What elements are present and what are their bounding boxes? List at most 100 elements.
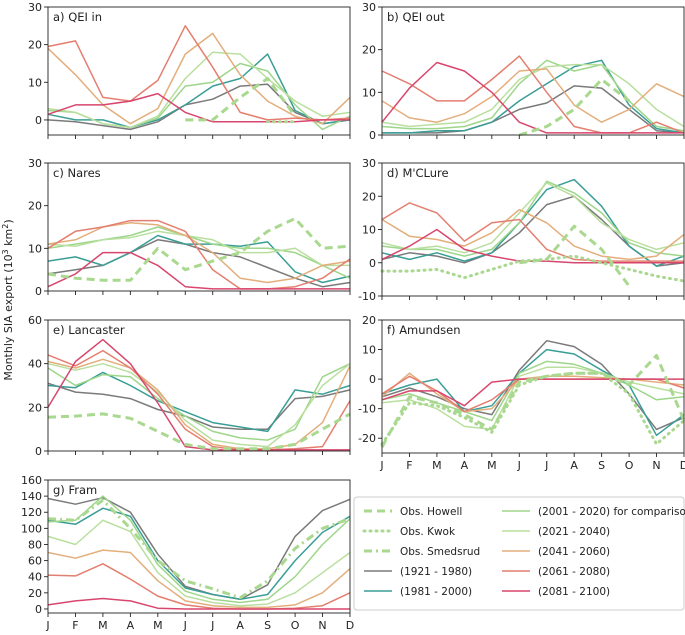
legend-label: (2061 - 2080) [538,566,610,578]
axes-frame-f [381,319,685,454]
series-c-7 [47,217,351,282]
legend-label: Obs. Kwok [400,526,456,538]
ytick-label: 30 [28,157,42,170]
series-a-1 [47,53,351,129]
xtick-label: J [183,619,187,632]
ytick-label: 20 [28,587,42,600]
xtick-label: O [291,619,300,632]
legend-label: (2001 - 2020) for comparison [538,506,685,518]
axes-frame-d [381,162,685,297]
panel-d: -10 0 10 20 30 d) M'CLure [358,157,685,303]
series-e-4 [47,358,351,450]
ytick-label: -20 [358,432,376,445]
ytick-label: 40 [28,358,42,371]
series-e-6 [47,338,350,451]
legend-label: Obs. Howell [400,506,462,518]
series-g-4 [47,549,351,609]
ytick-label: 10 [28,242,42,255]
series-g-6 [47,597,350,610]
series-c-2 [47,226,351,279]
legend: Obs. Howell Obs. Kwok Obs. Smedsrud (1921 -… [353,496,685,611]
series-a-8 [185,77,297,122]
panel-title-a: a) QEI in [53,10,102,24]
series-g-1 [47,507,351,601]
xtick-label: J [45,619,49,632]
ytick-label: 0 [369,129,376,142]
series-f-8 [380,354,685,448]
series-f-7 [380,371,685,446]
xtick-label: F [406,459,412,472]
series-e-2 [47,363,351,441]
series-d-1 [381,178,685,267]
ytick-label: 20 [362,44,376,57]
axes-frame-e [47,319,351,452]
xtick-label: O [625,459,634,472]
xtick-label: A [461,459,469,472]
panel-g: 0 20 40 60 80 100 120 140 160 J F M A M J J A S O N Dg) Fram [21,474,354,632]
ytick-label: 0 [369,373,376,386]
ytick-label: 30 [362,1,376,14]
legend-label: (2041 - 2060) [538,546,610,558]
ytick-label: 0 [35,114,42,127]
xtick-label: M [153,619,163,632]
ytick-label: 40 [28,571,42,584]
axes-frame-b [381,6,685,136]
ytick-label: 20 [362,190,376,203]
series-b-7 [518,78,631,137]
series-e-0 [47,382,351,430]
ytick-label: 60 [28,314,42,327]
panel-e: 0 20 40 60 e) Lancaster [28,314,351,458]
axes-frame-a [47,6,351,136]
series-e-1 [47,371,351,433]
panel-title-e: e) Lancaster [53,323,125,337]
ytick-label: 10 [28,76,42,89]
ytick-label: 120 [21,506,42,519]
series-e-7 [47,412,351,451]
axes-frame-c [47,162,351,292]
xtick-label: F [72,619,78,632]
ytick-label: -10 [358,290,376,303]
series-b-1 [382,59,685,134]
xtick-label: D [346,619,354,632]
xtick-label: M [432,459,442,472]
ytick-label: 0 [35,445,42,458]
xtick-label: J [517,459,521,472]
axes-frame-g [47,479,351,614]
series-g-0 [47,496,351,601]
legend-label: (2021 - 2040) [538,526,610,538]
xtick-label: A [236,619,244,632]
xtick-label: A [570,459,578,472]
legend-label: (1921 - 1980) [400,566,472,578]
series-e-3 [47,362,351,448]
panel-title-f: f) Amundsen [387,323,461,337]
legend-label: (2081 - 2100) [538,586,610,598]
legend-label: Obs. Smedsrud [400,546,480,558]
xtick-label: J [379,459,383,472]
xtick-label: M [487,459,497,472]
panel-b: 0 10 20 30 b) QEI out [362,1,685,142]
series-c-6 [47,251,350,290]
ytick-label: 0 [35,285,42,298]
series-a-4 [47,32,351,125]
xtick-label: M [98,619,108,632]
series-a-3 [47,51,351,129]
series-d-3 [381,182,685,254]
xtick-label: S [598,459,605,472]
ytick-label: 30 [362,157,376,170]
ytick-label: -10 [358,403,376,416]
series-g-7 [47,498,351,600]
xtick-label: N [652,459,660,472]
legend-frame [353,496,685,611]
xtick-label: J [210,619,214,632]
series-b-5 [381,55,685,134]
panel-title-d: d) M'CLure [387,166,449,180]
panel-title-c: c) Nares [53,166,101,180]
series-g-5 [47,563,351,610]
series-d-8 [519,224,631,287]
series-d-4 [381,208,685,261]
panel-f: -20 -10 0 10 20 J F M A M J J A S O N Df) Amundsen [358,314,685,472]
xtick-label: N [318,619,326,632]
ytick-label: 60 [28,555,42,568]
series-b-0 [382,85,685,134]
ytick-label: 20 [362,314,376,327]
